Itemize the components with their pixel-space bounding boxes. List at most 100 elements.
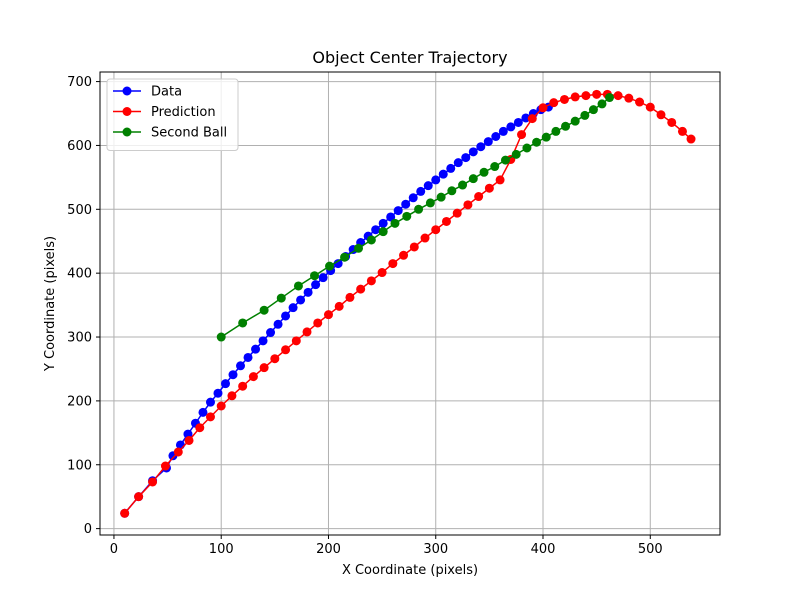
series-0-point-11 <box>221 379 230 389</box>
legend-marker-1 <box>122 107 132 116</box>
series-1-point-5 <box>184 435 194 445</box>
series-1-point-40 <box>559 94 569 104</box>
series-0-point-26 <box>333 259 343 269</box>
series-1-point-41 <box>570 92 580 102</box>
series-1-point-43 <box>592 89 602 99</box>
series-0-point-31 <box>371 225 381 235</box>
series-0-point-14 <box>243 352 253 362</box>
series-0-point-50 <box>513 117 523 127</box>
series-1-point-34 <box>495 175 505 185</box>
series-0-point-9 <box>205 397 215 407</box>
series-1-point-42 <box>581 91 591 101</box>
series-0-point-46 <box>483 137 493 147</box>
series-2-point-11 <box>390 218 400 228</box>
series-1-point-37 <box>527 114 537 124</box>
series-2-point-18 <box>468 174 478 184</box>
series-1-point-51 <box>677 126 687 136</box>
series-0-point-16 <box>258 336 268 346</box>
series-2-point-7 <box>340 252 350 262</box>
series-1-point-29 <box>441 216 451 226</box>
series-2-point-21 <box>500 155 510 165</box>
legend-marker-0 <box>122 86 132 96</box>
series-1-point-26 <box>409 242 419 252</box>
series-0-point-15 <box>251 344 261 354</box>
series-0-point-22 <box>303 287 313 297</box>
y-tick-label-4: 400 <box>67 267 92 282</box>
series-2-point-15 <box>436 192 446 202</box>
series-1 <box>120 89 696 518</box>
series-0-point-48 <box>498 126 508 136</box>
series-1-point-11 <box>248 372 258 382</box>
series-1-point-8 <box>216 401 226 411</box>
series-2-point-22 <box>511 149 521 159</box>
series-0-point-41 <box>446 163 456 173</box>
series-0-point-43 <box>461 153 471 163</box>
series-1-point-10 <box>238 381 248 391</box>
series-1-point-14 <box>281 345 291 355</box>
series-2-point-24 <box>532 137 542 147</box>
series-1-point-21 <box>356 284 366 294</box>
series-0-point-10 <box>213 388 223 398</box>
series-2-point-29 <box>580 110 590 120</box>
series-0-point-32 <box>378 218 388 228</box>
x-tick-label-1: 100 <box>209 542 234 557</box>
series-1-point-33 <box>484 183 494 193</box>
series-0-point-45 <box>476 142 486 152</box>
series-1-point-16 <box>302 327 312 337</box>
series-2-point-6 <box>325 261 335 271</box>
series-1-point-18 <box>323 310 333 320</box>
series-2 <box>216 93 615 342</box>
series-2-point-31 <box>597 99 607 109</box>
x-tick-label-3: 300 <box>423 542 448 557</box>
series-2-point-16 <box>447 186 457 196</box>
series-0-point-20 <box>288 303 298 313</box>
series-0-point-34 <box>393 206 403 216</box>
series-1-point-50 <box>667 117 677 127</box>
series-2-point-10 <box>378 227 388 237</box>
series-2-point-23 <box>522 143 532 153</box>
series-1-point-32 <box>474 192 484 202</box>
series-2-point-3 <box>276 293 286 303</box>
series-1-point-3 <box>160 461 170 471</box>
series-1-point-36 <box>517 130 527 140</box>
series-1-point-23 <box>377 268 387 278</box>
series-1-point-2 <box>148 477 158 487</box>
series-0-point-18 <box>273 319 283 329</box>
series-2-point-27 <box>561 121 571 131</box>
series-2-point-4 <box>293 281 303 291</box>
series-2-point-8 <box>354 243 364 253</box>
series-2-point-32 <box>605 93 615 103</box>
series-0-point-17 <box>266 328 276 338</box>
series-2-point-0 <box>216 332 226 342</box>
series-0-point-12 <box>228 370 238 380</box>
series-1-point-24 <box>388 259 398 269</box>
series-1-point-52 <box>686 134 696 144</box>
series-0-point-19 <box>281 311 291 321</box>
y-tick-label-6: 600 <box>67 139 92 154</box>
series-0-point-40 <box>438 169 448 179</box>
x-tick-label-4: 400 <box>531 542 556 557</box>
legend-marker-2 <box>122 127 132 137</box>
series-1-point-45 <box>613 91 623 101</box>
series-0-point-8 <box>198 407 208 417</box>
series-0-point-47 <box>491 132 501 141</box>
series-1-point-6 <box>195 423 205 433</box>
grid <box>100 72 720 535</box>
series-1-point-9 <box>227 391 237 401</box>
series-1-point-12 <box>259 363 269 373</box>
y-tick-label-3: 300 <box>67 331 92 346</box>
legend-label-0: Data <box>151 85 182 100</box>
series-1-point-4 <box>173 447 183 457</box>
series-1-point-7 <box>205 412 215 422</box>
legend: Data Prediction Second Ball <box>106 78 239 151</box>
x-tick-label-0: 0 <box>110 542 118 557</box>
x-tick-label-2: 200 <box>316 542 341 557</box>
series-1-point-22 <box>366 276 376 286</box>
series-0-point-21 <box>296 295 306 305</box>
series-1-point-25 <box>399 250 409 260</box>
series-1-point-48 <box>645 102 655 112</box>
legend-label-1: Prediction <box>151 105 216 120</box>
series-1-point-39 <box>549 98 559 108</box>
series-1-point-20 <box>345 292 355 302</box>
series-2-point-13 <box>414 204 424 214</box>
